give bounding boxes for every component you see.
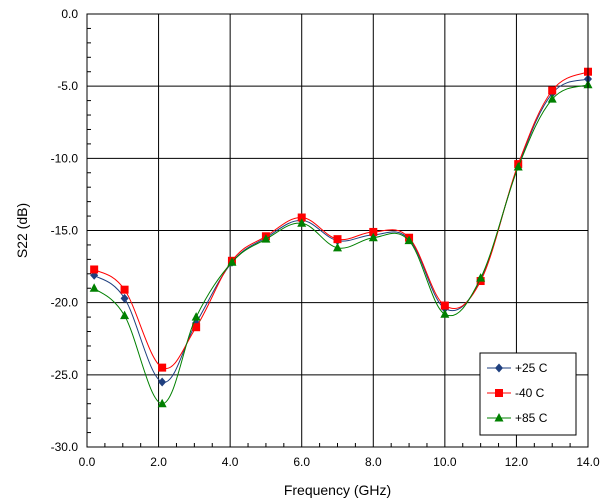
data-point-triangle xyxy=(547,94,557,103)
data-point-square xyxy=(440,301,449,310)
minor-ticks xyxy=(87,27,571,447)
legend-marker-square xyxy=(495,389,503,397)
data-point-square xyxy=(548,86,557,95)
y-tick-labels: 0.0 -5.0 -10.0 -15.0 -20.0 -25.0 -30.0 xyxy=(51,7,79,454)
data-point-triangle xyxy=(440,309,450,318)
y-tick-label: 0.0 xyxy=(61,7,78,21)
data-point-square xyxy=(297,213,306,222)
data-point-triangle xyxy=(120,310,130,320)
x-tick-labels: 0.0 2.0 4.0 6.0 8.0 10.0 12.0 14.0 xyxy=(79,455,600,469)
data-point-triangle xyxy=(404,235,414,245)
x-tick-label: 0.0 xyxy=(79,455,96,469)
y-tick-label: -30.0 xyxy=(51,440,79,454)
data-point-triangle xyxy=(368,232,378,242)
legend-label: +85 C xyxy=(515,411,548,425)
data-point-diamond xyxy=(120,293,129,303)
data-point-square xyxy=(369,227,378,236)
data-point-triangle xyxy=(476,273,486,282)
data-point-square xyxy=(158,363,167,372)
legend: +25 C -40 C +85 C xyxy=(479,352,577,436)
legend-item: +25 C xyxy=(487,361,548,375)
y-tick-label: -20.0 xyxy=(51,296,79,310)
legend-label: -40 C xyxy=(515,386,545,400)
x-tick-label: 4.0 xyxy=(222,455,239,469)
data-point-triangle xyxy=(227,257,237,266)
y-tick-label: -10.0 xyxy=(51,151,79,165)
data-point-square xyxy=(333,235,342,244)
data-point-triangle xyxy=(157,398,167,408)
y-tick-label: -25.0 xyxy=(51,368,79,382)
legend-item: -40 C xyxy=(487,386,545,400)
legend-label: +25 C xyxy=(515,361,548,375)
data-point-triangle xyxy=(261,234,271,243)
legend-marker-triangle xyxy=(494,413,504,422)
data-point-square xyxy=(90,265,99,274)
data-point-triangle xyxy=(297,218,307,227)
data-point-square xyxy=(192,323,201,332)
data-point-triangle xyxy=(333,242,342,252)
legend-item: +85 C xyxy=(487,411,548,425)
x-tick-label: 12.0 xyxy=(505,455,529,469)
y-tick-label: -15.0 xyxy=(51,224,79,238)
y-axis-title: S22 (dB) xyxy=(14,203,30,258)
series-layer xyxy=(89,67,593,408)
x-tick-label: 6.0 xyxy=(293,455,310,469)
grid-lines xyxy=(87,14,588,447)
data-point-diamond xyxy=(158,377,167,387)
x-tick-label: 14.0 xyxy=(576,455,600,469)
data-point-triangle xyxy=(89,283,99,292)
y-tick-label: -5.0 xyxy=(57,79,78,93)
x-tick-label: 8.0 xyxy=(365,455,382,469)
data-point-triangle xyxy=(513,161,523,171)
series-3 xyxy=(89,79,593,408)
legend-marker-diamond xyxy=(495,363,503,373)
x-axis-title: Frequency (GHz) xyxy=(284,482,391,498)
plot-border xyxy=(86,13,589,448)
data-point-square xyxy=(120,285,129,294)
data-point-triangle xyxy=(191,312,201,321)
x-tick-label: 10.0 xyxy=(433,455,457,469)
x-tick-label: 2.0 xyxy=(150,455,167,469)
